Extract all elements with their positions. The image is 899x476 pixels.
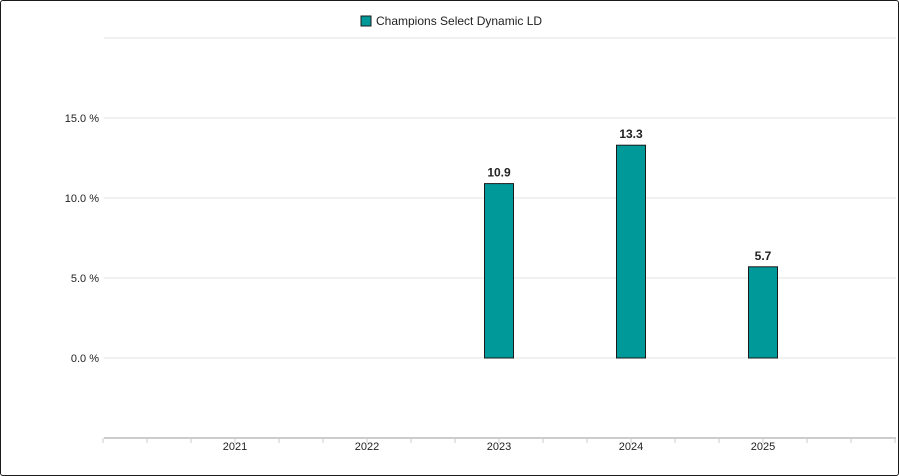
y-axis: 0.0 % 5.0 % 10.0 % 15.0 % — [65, 113, 99, 365]
bars — [484, 144, 778, 359]
x-tick-label: 2022 — [355, 441, 379, 453]
data-label: 5.7 — [755, 249, 772, 263]
data-labels: 10.9 13.3 5.7 — [487, 127, 771, 263]
x-tick-label: 2023 — [487, 441, 511, 453]
y-tick-label: 10.0 % — [65, 193, 99, 205]
x-tick-label: 2025 — [751, 441, 775, 453]
legend-label: Champions Select Dynamic LD — [376, 14, 542, 28]
y-tick-label: 5.0 % — [71, 273, 99, 285]
x-tick-label: 2024 — [619, 441, 643, 453]
bar — [616, 144, 646, 359]
y-tick-label: 15.0 % — [65, 113, 99, 125]
x-tick-label: 2021 — [223, 441, 247, 453]
y-tick-label: 0.0 % — [71, 353, 99, 365]
legend-swatch — [360, 15, 372, 27]
x-axis: 2021 2022 2023 2024 2025 — [102, 437, 896, 453]
data-label: 10.9 — [487, 166, 511, 180]
data-label: 13.3 — [619, 127, 643, 141]
bar — [748, 266, 778, 359]
legend: Champions Select Dynamic LD — [360, 14, 542, 28]
bar — [484, 183, 514, 359]
